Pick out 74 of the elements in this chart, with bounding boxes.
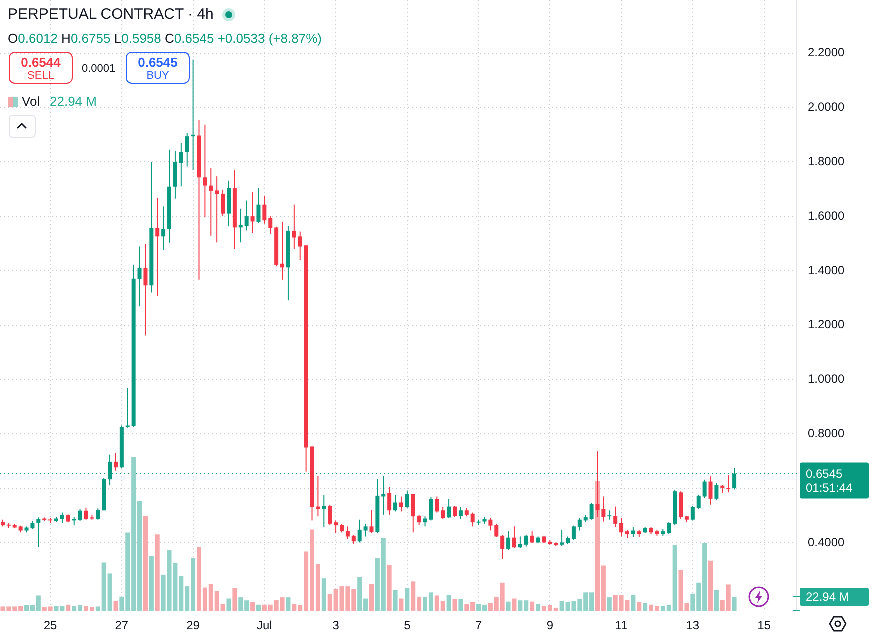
bar (530, 602, 535, 611)
bar (322, 578, 326, 611)
bar (232, 588, 238, 611)
x-tick-label: 27 (115, 618, 129, 633)
bar (250, 602, 256, 611)
bar (446, 595, 452, 611)
candlestick (280, 222, 285, 280)
bar (732, 596, 737, 611)
x-tick-label: 13 (686, 618, 700, 633)
bar (714, 590, 719, 611)
bar (607, 598, 612, 611)
bar (631, 595, 636, 611)
bar (536, 604, 541, 611)
candlestick (203, 124, 208, 218)
x-tick-label: 7 (475, 618, 482, 633)
y-tick-label: 1.6000 (808, 208, 846, 223)
bar (66, 604, 71, 611)
bar (256, 604, 261, 611)
bar (155, 534, 160, 611)
candlestick (191, 60, 196, 170)
candlestick (608, 510, 612, 520)
text: 01:51:44 (806, 480, 854, 495)
y-tick-label: 2.0000 (808, 100, 846, 114)
bar (405, 588, 410, 611)
chart-title: PERPETUAL CONTRACT · 4h (8, 6, 214, 23)
bar (708, 560, 714, 611)
candlestick (322, 495, 326, 528)
y-tick-label: 0.8000 (808, 426, 846, 440)
y-tick-label: 0.4000 (808, 535, 846, 550)
candlestick (215, 176, 220, 243)
candlestick (238, 208, 243, 243)
y-tick-label: 2.2000 (808, 46, 846, 60)
x-tick-label: 11 (615, 618, 628, 633)
x-tick-label: Jul (257, 618, 272, 633)
bar (393, 590, 398, 611)
bar (512, 598, 517, 611)
y-tick-label: 1.4000 (808, 263, 846, 278)
ref-line-label: 0.6545 (806, 466, 844, 481)
bar (286, 598, 291, 611)
annotation: 0.6544 (20, 55, 62, 70)
y-tick-label: 1.8000 (808, 154, 846, 168)
bar (637, 602, 642, 611)
bar (369, 584, 374, 611)
x-tick-label: 25 (44, 618, 58, 633)
annotation: 0.0001 (82, 63, 116, 75)
bar (226, 598, 232, 611)
candlestick (209, 168, 214, 236)
candlestick (156, 198, 160, 297)
bar (458, 599, 464, 611)
candlestick (382, 476, 386, 515)
bar (452, 599, 458, 611)
annotation: 0.6545 (137, 55, 179, 70)
candlestick (726, 474, 731, 493)
y-tick-label: 1.2000 (808, 318, 846, 332)
bar (399, 598, 404, 611)
x-tick-label: 5 (404, 618, 412, 633)
x-tick-label: 3 (332, 618, 340, 633)
candlestick (126, 388, 130, 428)
x-tick-label: 29 (186, 618, 200, 633)
y-tick-label: 1.0000 (808, 372, 846, 386)
bar (114, 601, 118, 611)
bar (149, 556, 154, 611)
bar (387, 565, 392, 611)
annotation: BUY (146, 70, 170, 82)
bar (643, 603, 648, 611)
annotation: 22.94 M (50, 94, 97, 109)
y2-tick-label: 22.94 M (806, 590, 850, 604)
x-tick-label: 15 (758, 618, 772, 633)
text: O0.6012 H0.6755 L0.5958 C0.6545 +0.0533 (+8.87%) (8, 31, 322, 46)
annotation: SELL (26, 70, 56, 82)
bar (143, 516, 148, 611)
bar (506, 602, 511, 611)
legend-label: Vol (22, 94, 40, 109)
x-tick-label: 9 (546, 618, 554, 633)
